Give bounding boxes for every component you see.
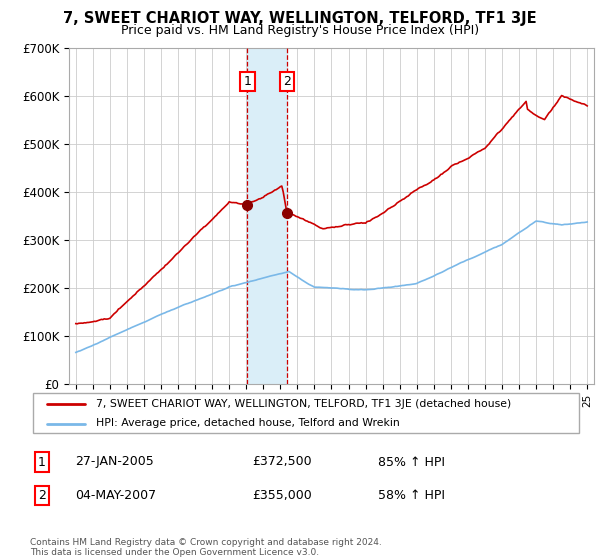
Text: 2: 2 — [283, 74, 290, 88]
Text: £372,500: £372,500 — [252, 455, 311, 469]
Text: HPI: Average price, detached house, Telford and Wrekin: HPI: Average price, detached house, Telf… — [96, 418, 400, 428]
Text: 1: 1 — [38, 455, 46, 469]
Text: 7, SWEET CHARIOT WAY, WELLINGTON, TELFORD, TF1 3JE (detached house): 7, SWEET CHARIOT WAY, WELLINGTON, TELFOR… — [96, 399, 511, 409]
Text: 2: 2 — [38, 489, 46, 502]
Text: 27-JAN-2005: 27-JAN-2005 — [75, 455, 154, 469]
FancyBboxPatch shape — [33, 393, 579, 433]
Text: Price paid vs. HM Land Registry's House Price Index (HPI): Price paid vs. HM Land Registry's House … — [121, 24, 479, 37]
Bar — [247, 48, 287, 384]
Text: 04-MAY-2007: 04-MAY-2007 — [75, 489, 156, 502]
Text: Contains HM Land Registry data © Crown copyright and database right 2024.
This d: Contains HM Land Registry data © Crown c… — [30, 538, 382, 557]
Text: 85% ↑ HPI: 85% ↑ HPI — [378, 455, 445, 469]
Text: £355,000: £355,000 — [252, 489, 312, 502]
Text: 58% ↑ HPI: 58% ↑ HPI — [378, 489, 445, 502]
Text: 1: 1 — [244, 74, 251, 88]
Text: 7, SWEET CHARIOT WAY, WELLINGTON, TELFORD, TF1 3JE: 7, SWEET CHARIOT WAY, WELLINGTON, TELFOR… — [63, 11, 537, 26]
